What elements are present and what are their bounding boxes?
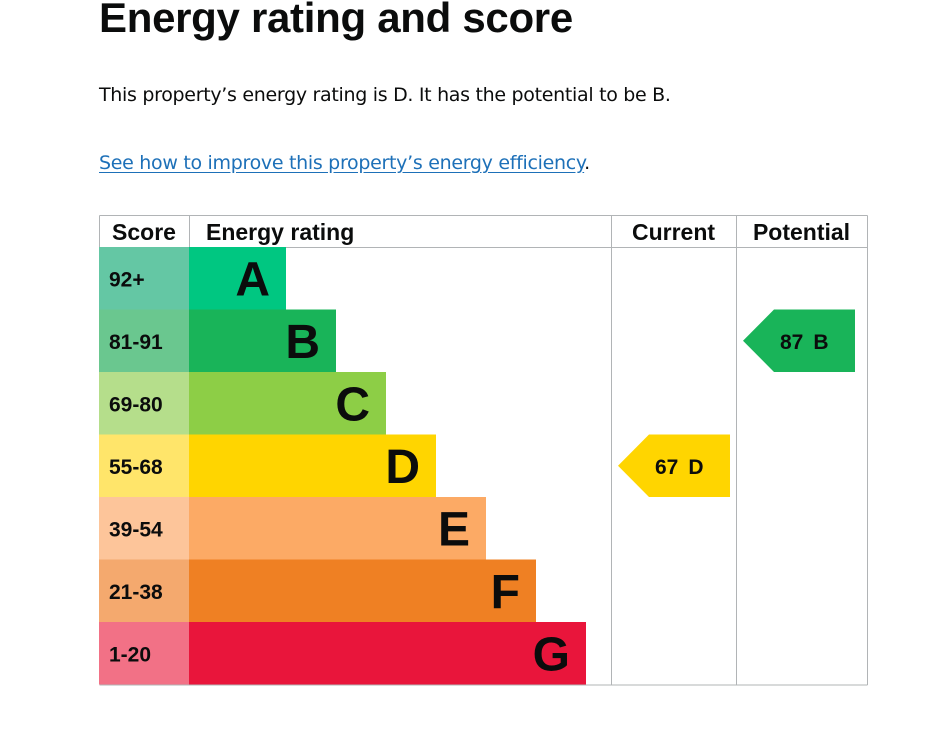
- improve-efficiency-paragraph: See how to improve this property’s energ…: [99, 150, 590, 176]
- score-range-G: 1-20: [109, 643, 151, 666]
- score-cell-G: [99, 622, 189, 685]
- rating-letter-G: G: [533, 628, 570, 681]
- score-cell-A: [99, 247, 189, 310]
- current-score: 67: [655, 456, 678, 479]
- column-header-2: Current: [632, 219, 715, 245]
- score-cell-D: [99, 434, 189, 497]
- score-range-A: 92+: [109, 268, 145, 291]
- chart-indicators: 67 D 87 B: [618, 309, 855, 497]
- potential-score: 87: [780, 331, 803, 354]
- rating-summary: This property’s energy rating is D. It h…: [99, 84, 671, 106]
- potential-rating-label: 87 B: [780, 331, 829, 354]
- rating-bar-A: [189, 247, 286, 310]
- column-header-0: Score: [112, 219, 176, 245]
- improve-efficiency-link[interactable]: See how to improve this property’s energ…: [99, 152, 585, 174]
- rating-letter-D: D: [385, 441, 420, 494]
- rating-bar-D: [189, 434, 436, 497]
- link-suffix: .: [584, 152, 590, 174]
- rating-letter-B: B: [285, 316, 320, 369]
- rating-bar-F: [189, 559, 536, 622]
- score-range-D: 55-68: [109, 456, 163, 479]
- rating-bar-C: [189, 372, 386, 435]
- score-range-F: 21-38: [109, 581, 163, 604]
- current-rating-arrow: [618, 434, 730, 497]
- chart-bands: 92+ A 81-91 B 69-80 C 55-68 D 39-54 E 21-38 F 1-20 G: [99, 247, 586, 685]
- potential-band: B: [813, 331, 828, 354]
- current-band: D: [688, 456, 703, 479]
- score-cell-E: [99, 497, 189, 560]
- page-title: Energy rating and score: [99, 0, 573, 41]
- rating-bar-G: [189, 622, 586, 685]
- rating-letter-A: A: [235, 253, 270, 306]
- chart-headers: Score Energy rating Current Potential: [112, 219, 850, 245]
- rating-bar-B: [189, 309, 336, 372]
- score-cell-B: [99, 309, 189, 372]
- score-cell-F: [99, 559, 189, 622]
- score-cell-C: [99, 372, 189, 435]
- potential-rating-arrow: [743, 309, 855, 372]
- column-header-3: Potential: [753, 219, 850, 245]
- rating-bar-E: [189, 497, 486, 560]
- rating-letter-E: E: [438, 503, 470, 556]
- rating-letter-F: F: [491, 566, 520, 619]
- current-rating-label: 67 D: [655, 456, 704, 479]
- column-header-1: Energy rating: [206, 219, 354, 245]
- score-range-B: 81-91: [109, 331, 163, 354]
- energy-rating-chart: Score Energy rating Current Potential 92+ A 8…: [99, 215, 868, 686]
- score-range-E: 39-54: [109, 518, 163, 541]
- score-range-C: 69-80: [109, 393, 163, 416]
- rating-letter-C: C: [335, 378, 370, 431]
